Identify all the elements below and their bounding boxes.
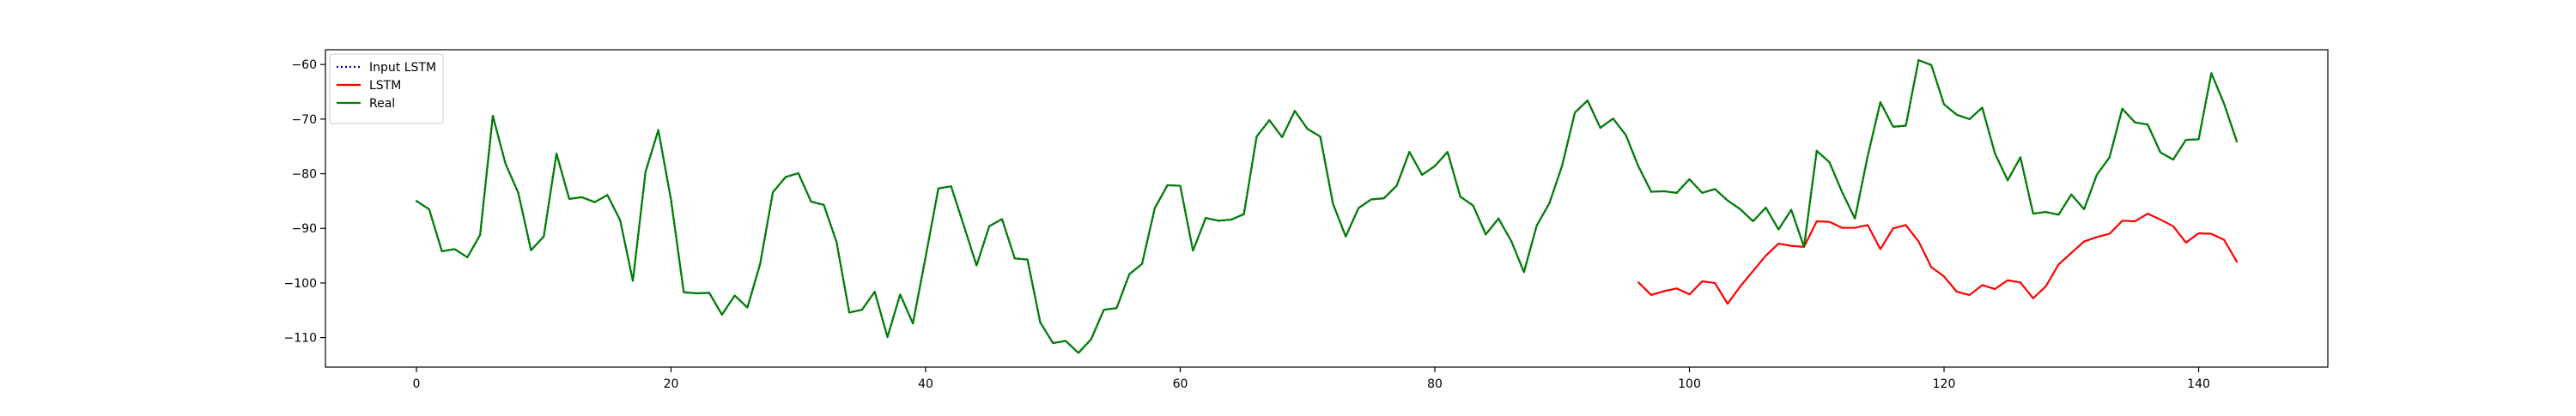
x-tick-label: 0: [413, 377, 421, 391]
y-tick-label: −90: [291, 222, 317, 236]
x-tick-label: 120: [1933, 377, 1956, 391]
y-tick-label: −80: [291, 168, 317, 182]
x-tick-label: 40: [918, 377, 933, 391]
x-tick-label: 80: [1427, 377, 1443, 391]
legend-label-lstm: LSTM: [369, 79, 401, 93]
y-tick-label: −100: [284, 277, 317, 291]
x-tick-label: 140: [2187, 377, 2210, 391]
series-line-real: [415, 58, 2239, 354]
x-tick-label: 60: [1173, 377, 1188, 391]
y-tick-label: −70: [291, 113, 317, 127]
legend: Input LSTM LSTM Real: [329, 53, 444, 124]
y-tick-label: −60: [291, 58, 317, 72]
plot-lines: [415, 58, 2239, 354]
x-tick-label: 100: [1678, 377, 1701, 391]
legend-label-input-lstm: Input LSTM: [369, 61, 436, 75]
series-line-lstm: [1637, 212, 2239, 305]
y-axis: −110 −100 −90 −80 −70 −60: [284, 58, 325, 346]
x-tick-label: 20: [664, 377, 679, 391]
x-axis: 0 20 40 60 80 100 120 140: [413, 367, 2210, 391]
legend-label-real: Real: [369, 97, 395, 111]
legend-box: [329, 53, 444, 124]
plot-frame: [325, 49, 2329, 368]
y-tick-label: −110: [284, 332, 317, 346]
